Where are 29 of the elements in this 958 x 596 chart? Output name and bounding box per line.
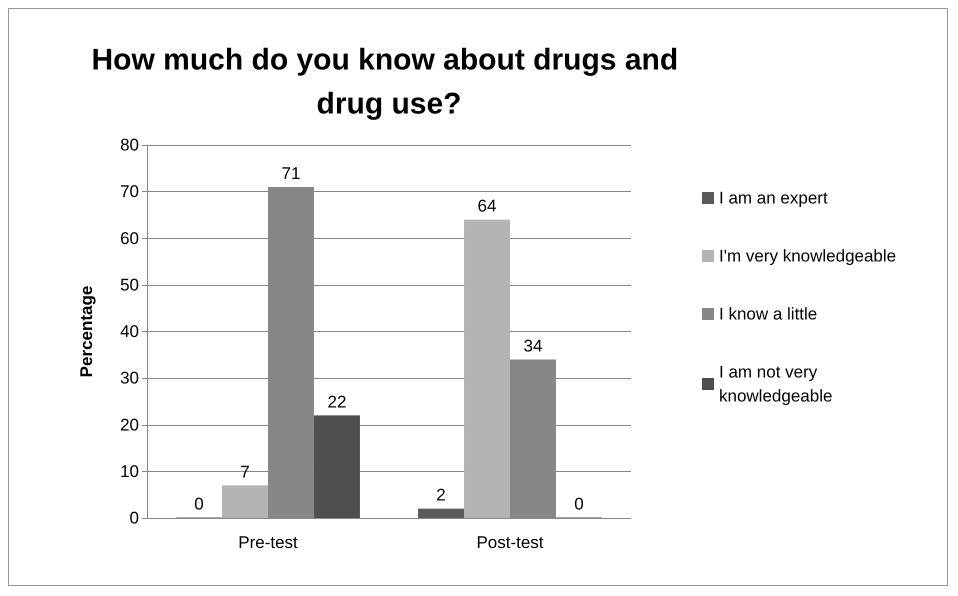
data-label: 0 — [574, 494, 584, 514]
data-label: 64 — [478, 196, 496, 216]
y-tick-label: 40 — [120, 322, 139, 341]
data-label: 34 — [524, 336, 542, 356]
legend-label: I am an expert — [719, 188, 828, 208]
y-tick-label: 60 — [120, 228, 139, 248]
x-tick-label: Pre-test — [238, 533, 298, 552]
y-tick-label: 50 — [120, 275, 139, 294]
y-axis-title: Percentage — [77, 286, 96, 378]
data-label: 0 — [194, 494, 204, 514]
legend-label: I know a little — [719, 304, 818, 324]
y-tick-label: 30 — [120, 368, 139, 388]
data-label: 7 — [240, 462, 250, 482]
legend-label: I'm very knowledgeable — [719, 246, 896, 266]
data-label: 71 — [282, 164, 300, 183]
bar — [418, 508, 464, 518]
bar — [222, 485, 268, 518]
y-tick-label: 20 — [120, 415, 139, 434]
y-tick-label: 80 — [120, 136, 139, 154]
y-tick-label: 0 — [130, 508, 139, 528]
x-tick-label: Post-test — [476, 533, 544, 552]
data-label: 22 — [328, 392, 346, 412]
y-tick-label: 10 — [120, 462, 139, 481]
bar — [314, 415, 360, 518]
y-tick-label: 70 — [120, 182, 139, 202]
data-label: 2 — [436, 486, 446, 505]
bar — [464, 220, 510, 518]
chart-title: How much do you know about drugs and drug use? — [92, 44, 686, 120]
legend-label: I am not very knowledgeable — [719, 362, 832, 406]
